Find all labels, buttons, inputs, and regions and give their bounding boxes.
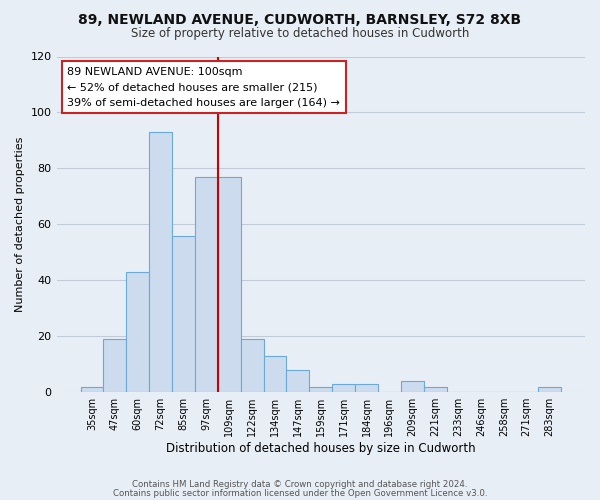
- X-axis label: Distribution of detached houses by size in Cudworth: Distribution of detached houses by size …: [166, 442, 476, 455]
- Text: 89, NEWLAND AVENUE, CUDWORTH, BARNSLEY, S72 8XB: 89, NEWLAND AVENUE, CUDWORTH, BARNSLEY, …: [79, 12, 521, 26]
- Bar: [355, 384, 378, 392]
- Bar: [401, 381, 424, 392]
- Bar: [218, 177, 241, 392]
- Bar: [424, 386, 446, 392]
- Bar: [241, 339, 263, 392]
- Bar: [80, 386, 103, 392]
- Bar: [149, 132, 172, 392]
- Bar: [172, 236, 195, 392]
- Bar: [286, 370, 310, 392]
- Text: Contains public sector information licensed under the Open Government Licence v3: Contains public sector information licen…: [113, 488, 487, 498]
- Bar: [310, 386, 332, 392]
- Bar: [103, 339, 127, 392]
- Bar: [538, 386, 561, 392]
- Text: Contains HM Land Registry data © Crown copyright and database right 2024.: Contains HM Land Registry data © Crown c…: [132, 480, 468, 489]
- Bar: [263, 356, 286, 392]
- Text: Size of property relative to detached houses in Cudworth: Size of property relative to detached ho…: [131, 28, 469, 40]
- Bar: [127, 272, 149, 392]
- Y-axis label: Number of detached properties: Number of detached properties: [15, 136, 25, 312]
- Text: 89 NEWLAND AVENUE: 100sqm
← 52% of detached houses are smaller (215)
39% of semi: 89 NEWLAND AVENUE: 100sqm ← 52% of detac…: [67, 66, 340, 108]
- Bar: [195, 177, 218, 392]
- Bar: [332, 384, 355, 392]
